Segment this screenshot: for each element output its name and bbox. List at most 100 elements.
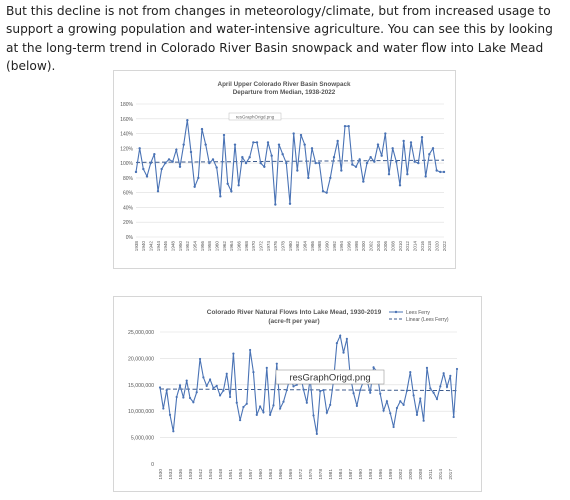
- data-point: [445, 385, 449, 389]
- data-point: [269, 413, 272, 416]
- data-point: [395, 406, 399, 410]
- data-point: [134, 170, 138, 174]
- data-point: [335, 341, 338, 345]
- data-point: [452, 415, 455, 419]
- x-tick-label: 1972: [258, 241, 263, 252]
- lake-mead-flow-chart: Colorado River Natural Flows Into Lake M…: [113, 296, 482, 492]
- data-point: [305, 401, 308, 404]
- trend-line: [135, 159, 445, 163]
- data-point: [449, 374, 452, 377]
- x-tick-label: 1976: [273, 241, 278, 252]
- x-tick-label: 1981: [328, 469, 334, 480]
- data-point: [160, 167, 163, 171]
- chart-title: Colorado River Natural Flows Into Lake M…: [207, 309, 382, 316]
- legend-marker-lees-ferry: [394, 310, 398, 314]
- data-point: [138, 147, 141, 150]
- data-point: [252, 141, 255, 144]
- y-tick-label: 0%: [126, 235, 134, 241]
- data-point: [182, 143, 185, 146]
- x-tick-label: 1960: [214, 241, 219, 252]
- data-point: [219, 195, 222, 198]
- data-point: [419, 397, 422, 400]
- data-point: [345, 337, 348, 340]
- data-point: [402, 139, 405, 143]
- data-point: [399, 400, 402, 403]
- x-tick-label: 1936: [178, 469, 184, 480]
- data-point: [439, 170, 442, 174]
- x-tick-label: 1994: [339, 241, 344, 252]
- x-tick-label: 1980: [288, 241, 293, 252]
- data-point: [175, 395, 178, 399]
- x-tick-label: 2014: [412, 241, 417, 252]
- lake-mead-flow-chart-svg: Colorado River Natural Flows Into Lake M…: [128, 309, 459, 480]
- data-point: [218, 394, 222, 397]
- data-point: [384, 132, 387, 135]
- x-tick-label: 1970: [251, 241, 256, 252]
- legend-label-linear: Linear (Lees Ferry): [406, 317, 449, 323]
- data-point: [409, 141, 413, 144]
- x-tick-label: 2006: [383, 241, 388, 252]
- data-point: [318, 161, 321, 165]
- data-point: [413, 160, 416, 163]
- data-point: [299, 133, 303, 137]
- x-tick-label: 1930: [158, 469, 164, 480]
- y-tick-label: 80%: [123, 176, 134, 182]
- data-point: [288, 202, 292, 205]
- data-point: [455, 367, 459, 371]
- x-tick-label: 1948: [218, 469, 224, 480]
- data-point: [355, 404, 358, 408]
- x-tick-label: 1954: [238, 469, 244, 480]
- x-tick-label: 1998: [354, 241, 359, 252]
- data-point: [211, 158, 215, 161]
- x-tick-label: 2002: [398, 469, 404, 480]
- y-tick-label: 20%: [123, 220, 134, 226]
- data-point: [263, 165, 266, 169]
- x-tick-label: 1990: [324, 241, 329, 252]
- x-tick-label: 1972: [298, 469, 304, 480]
- y-tick-label: 15,000,000: [128, 383, 154, 389]
- legend-label-lees-ferry: Lees Ferry: [406, 310, 430, 316]
- data-point: [354, 165, 358, 169]
- data-point: [172, 430, 175, 433]
- x-tick-label: 2000: [361, 241, 366, 252]
- data-point: [277, 143, 281, 146]
- x-tick-label: 2005: [408, 469, 414, 480]
- data-point: [193, 185, 196, 188]
- y-tick-label: 25,000,000: [128, 330, 154, 336]
- data-point: [310, 147, 314, 150]
- x-tick-label: 2016: [420, 241, 425, 252]
- data-point: [442, 170, 446, 174]
- data-point: [186, 119, 189, 122]
- y-tick-label: 140%: [120, 132, 133, 138]
- data-point: [192, 401, 195, 404]
- x-tick-label: 1990: [358, 469, 364, 480]
- watermark-text: resGraphOrigd.png: [236, 115, 275, 120]
- data-point: [343, 124, 347, 128]
- data-point: [262, 411, 265, 414]
- data-point: [252, 371, 255, 374]
- data-point: [369, 391, 372, 394]
- x-tick-label: 1974: [266, 241, 271, 252]
- x-tick-label: 1942: [148, 241, 153, 252]
- data-point: [259, 161, 262, 165]
- data-point: [285, 388, 288, 392]
- data-point: [238, 419, 242, 422]
- x-tick-label: 2008: [418, 469, 424, 480]
- data-point: [373, 160, 376, 163]
- x-tick-label: 1957: [248, 469, 254, 480]
- x-tick-label: 2018: [427, 241, 432, 252]
- watermark-box: [228, 112, 282, 121]
- data-point: [158, 386, 162, 389]
- x-tick-label: 1966: [278, 469, 284, 480]
- x-tick-label: 1996: [378, 469, 384, 480]
- data-point: [178, 165, 182, 169]
- y-tick-label: 60%: [123, 191, 134, 197]
- data-point: [325, 191, 328, 194]
- data-point: [156, 189, 160, 193]
- x-tick-label: 2004: [376, 241, 381, 252]
- data-point: [405, 389, 409, 392]
- x-tick-label: 1960: [258, 469, 264, 480]
- data-point: [385, 400, 389, 403]
- data-point: [425, 366, 429, 370]
- data-point: [282, 400, 285, 403]
